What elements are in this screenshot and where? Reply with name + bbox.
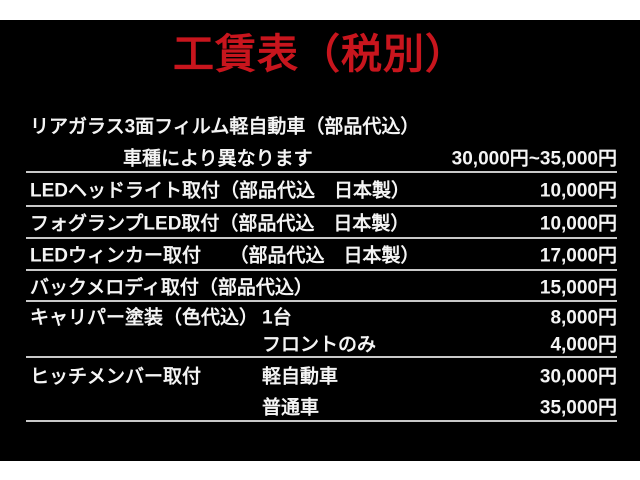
- row-price: 10,000円: [539, 213, 617, 235]
- row-sublabel: 普通車: [262, 397, 320, 419]
- table-row: 普通車 35,000円: [26, 391, 617, 423]
- row-label: キャリパー塗装（色代込）: [30, 307, 259, 329]
- price-board: 工賃表（税別） リアガラス3面フィルム軽自動車（部品代込） 車種により異なります…: [0, 20, 640, 461]
- row-label: ヒッチメンバー取付: [30, 366, 202, 388]
- row-price: 15,000円: [539, 277, 617, 299]
- row-sublabel: 1台: [262, 307, 292, 329]
- table-row: LEDウィンカー取付 （部品代込 日本製） 17,000円: [26, 239, 617, 272]
- labor-price-table: リアガラス3面フィルム軽自動車（部品代込） 車種により異なります 30,000円…: [26, 108, 617, 423]
- row-price: 30,000円: [539, 366, 617, 388]
- table-row: バックメロディ取付（部品代込） 15,000円: [26, 271, 617, 303]
- row-price: 4,000円: [550, 334, 617, 356]
- row-price: 10,000円: [539, 180, 617, 202]
- table-row: フロントのみ 4,000円: [26, 330, 617, 359]
- row-label: リアガラス3面フィルム軽自動車（部品代込）: [30, 116, 420, 138]
- page-title: 工賃表（税別）: [173, 31, 467, 77]
- row-sublabel: フロントのみ: [262, 334, 377, 356]
- row-label: バックメロディ取付（部品代込）: [30, 277, 313, 299]
- row-sublabel: 軽自動車: [262, 366, 339, 388]
- row-price: 30,000円~35,000円: [451, 148, 617, 170]
- row-label: フォグランプLED取付（部品代込 日本製）: [30, 213, 410, 235]
- table-row: 車種により異なります 30,000円~35,000円: [26, 142, 617, 174]
- table-row: リアガラス3面フィルム軽自動車（部品代込）: [26, 108, 617, 142]
- table-row: ヒッチメンバー取付 軽自動車 30,000円: [26, 358, 617, 391]
- table-row: LEDヘッドライト取付（部品代込 日本製） 10,000円: [26, 173, 617, 208]
- row-label: LEDヘッドライト取付（部品代込 日本製）: [30, 180, 411, 202]
- row-sublabel: 車種により異なります: [123, 148, 313, 170]
- row-price: 8,000円: [550, 307, 617, 329]
- row-price: 17,000円: [539, 245, 617, 267]
- table-row: キャリパー塗装（色代込） 1台 8,000円: [26, 302, 617, 330]
- row-label: LEDウィンカー取付 （部品代込 日本製）: [30, 245, 420, 267]
- table-row: フォグランプLED取付（部品代込 日本製） 10,000円: [26, 207, 617, 240]
- row-price: 35,000円: [539, 397, 617, 419]
